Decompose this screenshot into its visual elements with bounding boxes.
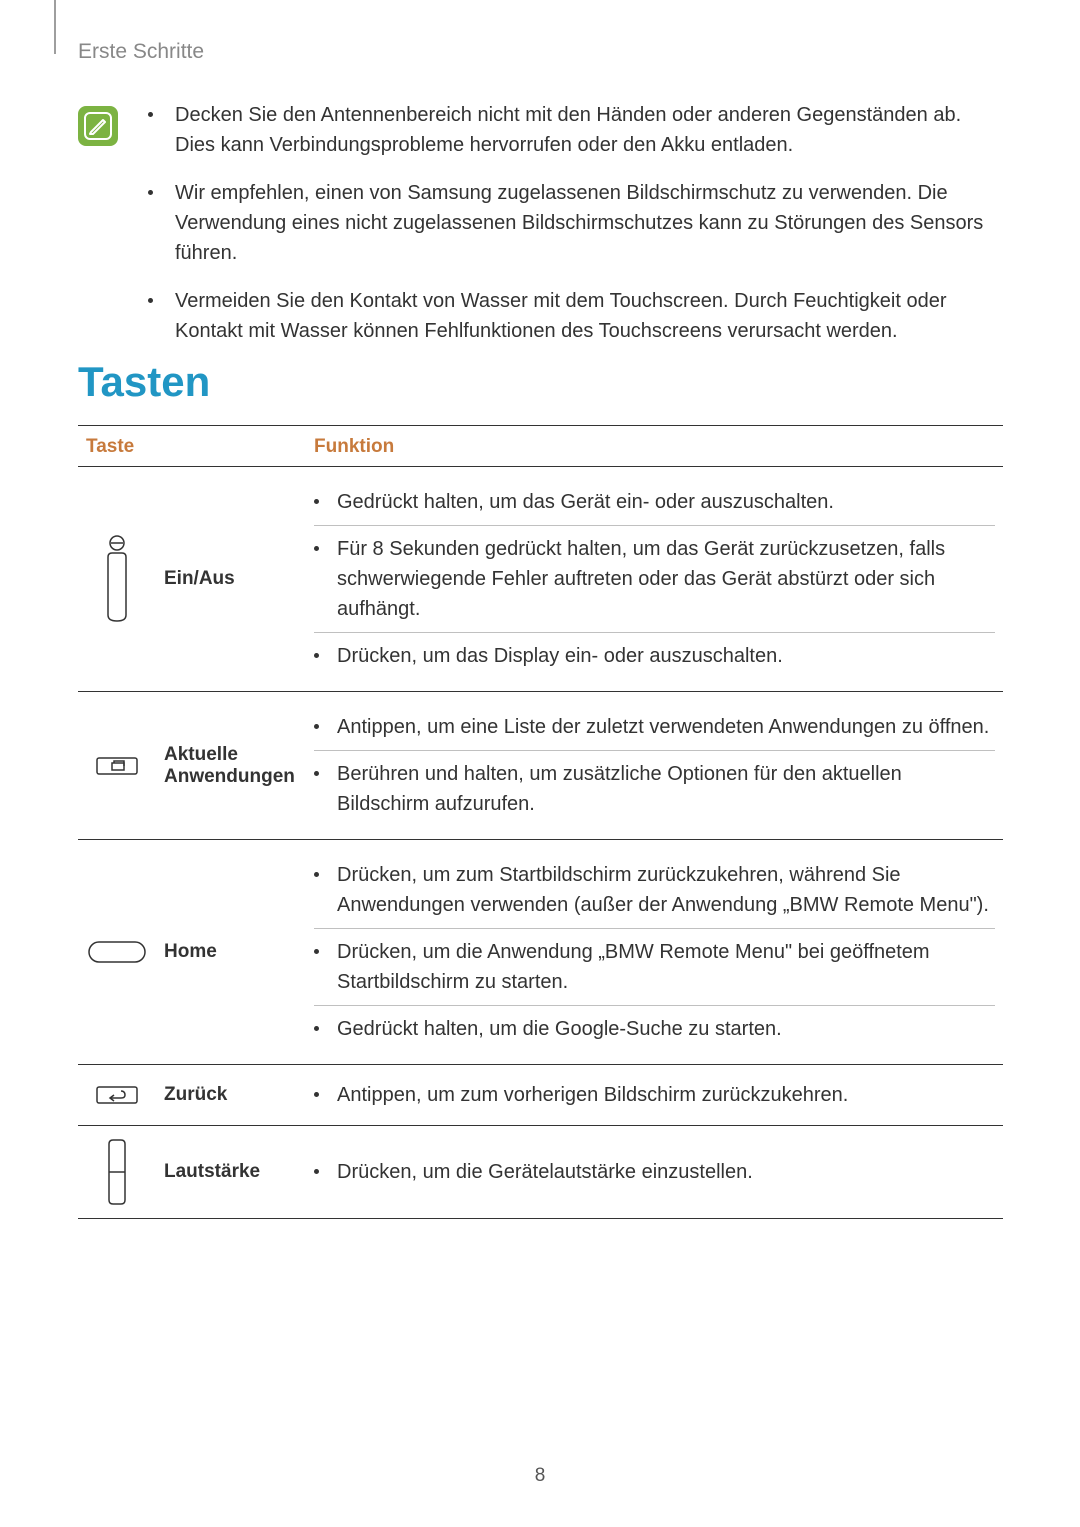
- bullet-icon: [314, 1169, 319, 1174]
- key-label: Lautstärke: [156, 1126, 306, 1219]
- function-item: Für 8 Sekunden gedrückt halten, um das G…: [314, 526, 995, 633]
- function-item: Antippen, um eine Liste der zuletzt verw…: [314, 704, 995, 751]
- function-cell: Gedrückt halten, um das Gerät ein- oder …: [306, 467, 1003, 692]
- function-text: Gedrückt halten, um das Gerät ein- oder …: [337, 487, 834, 517]
- bullet-icon: [148, 298, 153, 303]
- key-label: Aktuelle Anwendungen: [156, 692, 306, 840]
- key-icon-cell: [78, 467, 156, 692]
- note-block: Decken Sie den Antennenbereich nicht mit…: [78, 100, 1003, 364]
- function-text: Drücken, um zum Startbildschirm zurückzu…: [337, 860, 995, 920]
- function-text: Für 8 Sekunden gedrückt halten, um das G…: [337, 534, 995, 624]
- margin-line: [54, 0, 56, 54]
- note-item: Vermeiden Sie den Kontakt von Wasser mit…: [148, 286, 1003, 346]
- function-item: Drücken, um die Anwendung „BMW Remote Me…: [314, 929, 995, 1006]
- bullet-icon: [148, 112, 153, 117]
- function-cell: Antippen, um eine Liste der zuletzt verw…: [306, 692, 1003, 840]
- home-button-icon: [86, 939, 148, 965]
- page-number: 8: [535, 1465, 546, 1487]
- function-item: Antippen, um zum vorherigen Bildschirm z…: [314, 1077, 995, 1113]
- note-item: Wir empfehlen, einen von Samsung zugelas…: [148, 178, 1003, 268]
- bullet-icon: [314, 1026, 319, 1031]
- note-item: Decken Sie den Antennenbereich nicht mit…: [148, 100, 1003, 160]
- bullet-icon: [314, 499, 319, 504]
- back-button-icon: [93, 1081, 141, 1109]
- function-item: Drücken, um das Display ein- oder auszus…: [314, 633, 995, 679]
- breadcrumb: Erste Schritte: [78, 40, 204, 64]
- function-text: Antippen, um zum vorherigen Bildschirm z…: [337, 1080, 848, 1110]
- keys-table: Taste Funktion Ein/Aus Gedrückt halten, …: [78, 425, 1003, 1219]
- table-row: Zurück Antippen, um zum vorherigen Bilds…: [78, 1065, 1003, 1126]
- table-row: Ein/Aus Gedrückt halten, um das Gerät ei…: [78, 467, 1003, 692]
- bullet-icon: [314, 872, 319, 877]
- bullet-icon: [314, 771, 319, 776]
- bullet-icon: [148, 190, 153, 195]
- volume-button-icon: [104, 1138, 130, 1206]
- power-button-icon: [100, 535, 134, 623]
- note-text: Decken Sie den Antennenbereich nicht mit…: [175, 100, 1003, 160]
- note-list: Decken Sie den Antennenbereich nicht mit…: [148, 100, 1003, 364]
- key-icon-cell: [78, 692, 156, 840]
- key-label: Ein/Aus: [156, 467, 306, 692]
- key-icon-cell: [78, 1126, 156, 1219]
- note-icon: [78, 106, 118, 146]
- section-title: Tasten: [78, 358, 210, 406]
- function-item: Drücken, um zum Startbildschirm zurückzu…: [314, 852, 995, 929]
- key-icon-cell: [78, 1065, 156, 1126]
- function-text: Antippen, um eine Liste der zuletzt verw…: [337, 712, 989, 742]
- pencil-note-icon: [84, 112, 112, 140]
- function-text: Drücken, um das Display ein- oder auszus…: [337, 641, 783, 671]
- function-cell: Antippen, um zum vorherigen Bildschirm z…: [306, 1065, 1003, 1126]
- bullet-icon: [314, 724, 319, 729]
- recent-apps-icon: [93, 752, 141, 780]
- function-text: Gedrückt halten, um die Google-Suche zu …: [337, 1014, 782, 1044]
- table-row: Home Drücken, um zum Startbildschirm zur…: [78, 840, 1003, 1065]
- header-taste: Taste: [78, 426, 306, 467]
- function-item: Drücken, um die Gerätelautstärke einzust…: [314, 1154, 995, 1190]
- bullet-icon: [314, 546, 319, 551]
- header-funktion: Funktion: [306, 426, 1003, 467]
- bullet-icon: [314, 653, 319, 658]
- key-label: Zurück: [156, 1065, 306, 1126]
- note-text: Vermeiden Sie den Kontakt von Wasser mit…: [175, 286, 1003, 346]
- function-cell: Drücken, um zum Startbildschirm zurückzu…: [306, 840, 1003, 1065]
- bullet-icon: [314, 1092, 319, 1097]
- table-row: Lautstärke Drücken, um die Gerätelautstä…: [78, 1126, 1003, 1219]
- key-label: Home: [156, 840, 306, 1065]
- function-item: Berühren und halten, um zusätzliche Opti…: [314, 751, 995, 827]
- function-text: Berühren und halten, um zusätzliche Opti…: [337, 759, 995, 819]
- function-text: Drücken, um die Anwendung „BMW Remote Me…: [337, 937, 995, 997]
- function-text: Drücken, um die Gerätelautstärke einzust…: [337, 1157, 753, 1187]
- function-cell: Drücken, um die Gerätelautstärke einzust…: [306, 1126, 1003, 1219]
- bullet-icon: [314, 949, 319, 954]
- function-item: Gedrückt halten, um das Gerät ein- oder …: [314, 479, 995, 526]
- key-icon-cell: [78, 840, 156, 1065]
- function-item: Gedrückt halten, um die Google-Suche zu …: [314, 1006, 995, 1052]
- table-row: Aktuelle Anwendungen Antippen, um eine L…: [78, 692, 1003, 840]
- note-text: Wir empfehlen, einen von Samsung zugelas…: [175, 178, 1003, 268]
